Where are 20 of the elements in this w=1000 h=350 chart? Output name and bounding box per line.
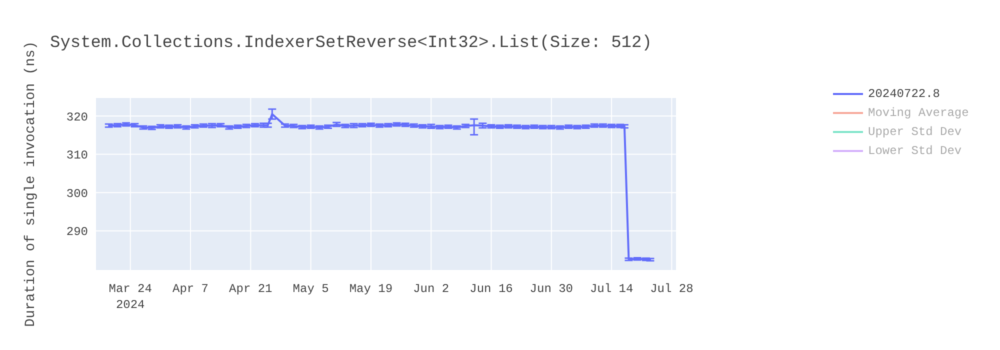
x-tick-label: Apr 21 [229, 282, 272, 296]
x-tick-label: Jun 2 [413, 282, 450, 296]
x-tick-label: Jul 14 [590, 282, 634, 296]
chart-title: System.Collections.IndexerSetReverse<Int32>.List(Size: 512) [50, 34, 652, 53]
y-axis-title: Duration of single invocation (ns) [22, 41, 39, 327]
x-tick-label: Jul 28 [650, 282, 694, 296]
legend-label: Lower Std Dev [868, 144, 962, 158]
x-tick-label: Apr 7 [172, 282, 209, 296]
y-tick-label: 320 [66, 110, 88, 124]
legend-label: Moving Average [868, 106, 969, 120]
x-tick-label: Mar 24 2024 [108, 282, 152, 312]
x-tick-label: Jun 30 [530, 282, 574, 296]
x-tick-label: May 5 [292, 282, 329, 296]
x-tick-label: May 19 [349, 282, 393, 296]
y-tick-label: 290 [66, 225, 88, 240]
legend-label: 20240722.8 [868, 86, 940, 100]
y-tick-label: 310 [66, 148, 88, 163]
y-tick-label: 300 [66, 186, 88, 201]
x-tick-label: Jun 16 [470, 282, 513, 296]
legend-label: Upper Std Dev [868, 124, 962, 138]
